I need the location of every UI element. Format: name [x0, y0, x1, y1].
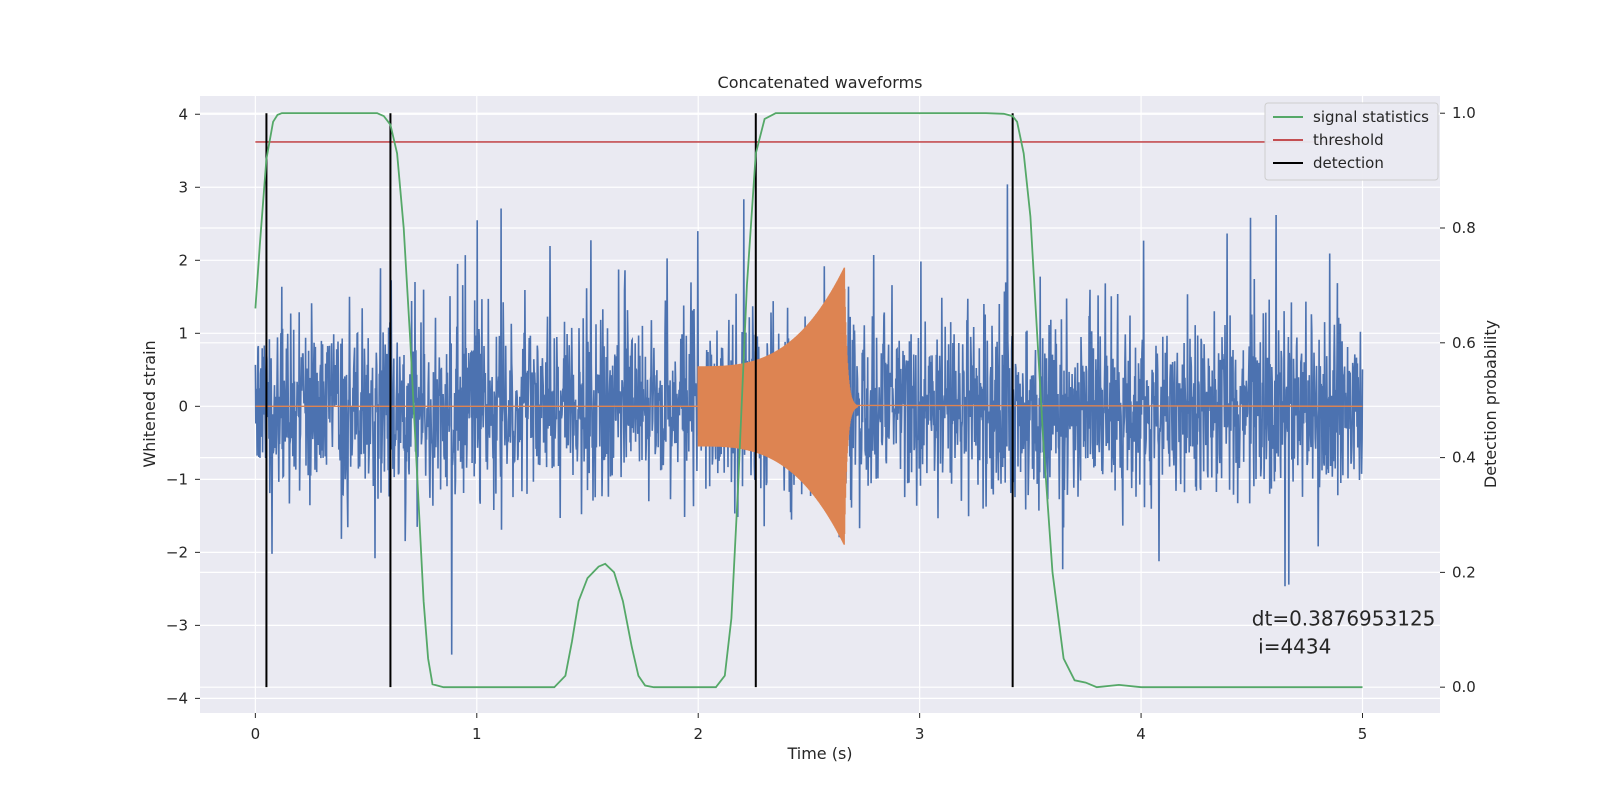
y-tick-label: 4	[178, 105, 188, 123]
injected-waveform-line	[255, 267, 1363, 545]
annotation: dt=0.3876953125 i=4434	[1252, 606, 1436, 658]
y-axis-right-label: Detection probability	[1481, 320, 1500, 488]
y-tick-label: 3	[178, 178, 188, 196]
y-right-tick-label: 0.4	[1452, 449, 1476, 467]
legend: signal statistics threshold detection	[1264, 102, 1439, 181]
signal-statistics-line	[254, 112, 1363, 689]
y-tick-label: −4	[166, 689, 188, 707]
x-tick-label: 5	[1358, 725, 1368, 743]
injected-waveform-series	[255, 267, 1363, 545]
x-tick-label: 2	[693, 725, 703, 743]
y-right-tick-label: 1.0	[1452, 104, 1476, 122]
y-tick-label: 0	[178, 397, 188, 415]
x-tick-label: 1	[472, 725, 482, 743]
y-tick-label: −2	[166, 543, 188, 561]
annotation-line: dt=0.3876953125	[1252, 606, 1436, 630]
x-tick-label: 0	[251, 725, 261, 743]
y-tick-label: 2	[178, 251, 188, 269]
chart-title: Concatenated waveforms	[718, 73, 923, 92]
x-tick-label: 4	[1136, 725, 1146, 743]
y-axis-label: Whitened strain	[140, 340, 159, 467]
x-tick-label: 3	[915, 725, 925, 743]
y-right-tick-label: 0.8	[1452, 219, 1476, 237]
legend-label: signal statistics	[1313, 108, 1429, 126]
x-axis-label: Time (s)	[786, 744, 852, 763]
legend-box	[1264, 102, 1439, 181]
annotation-line: i=4434	[1252, 634, 1332, 658]
y-tick-label: −3	[166, 616, 188, 634]
legend-label: threshold	[1313, 131, 1384, 149]
y-tick-label: 1	[178, 324, 188, 342]
detection-probability-series	[254, 112, 1363, 689]
axis-ticks: 0 1 2 3 4 5 −4 −3 −2 −1 0 1 2 3 4 0.0 0.2 0.4 0.6 0.8 1.0	[166, 104, 1476, 743]
y-right-tick-label: 0.0	[1452, 678, 1476, 696]
y-right-tick-label: 0.2	[1452, 563, 1476, 581]
y-tick-label: −1	[166, 470, 188, 488]
legend-label: detection	[1313, 154, 1384, 172]
y-right-tick-label: 0.6	[1452, 334, 1476, 352]
